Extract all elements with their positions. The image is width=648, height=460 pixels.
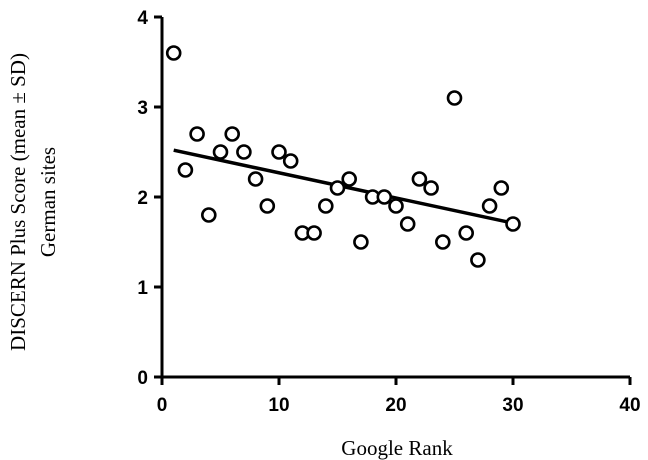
data-point <box>493 180 510 196</box>
data-point <box>317 198 334 214</box>
data-point <box>201 207 217 223</box>
data-point <box>376 189 393 205</box>
y-tick-label: 0 <box>137 368 148 389</box>
data-point <box>189 126 205 142</box>
data-point <box>481 198 498 214</box>
x-tick-label: 40 <box>619 395 640 416</box>
data-point <box>399 216 416 232</box>
data-point <box>224 126 240 142</box>
data-point <box>423 180 439 196</box>
y-tick-label: 4 <box>137 8 148 29</box>
y-tick-label: 3 <box>137 98 148 119</box>
data-points <box>165 45 521 268</box>
x-tick-label: 10 <box>268 395 289 416</box>
data-point <box>411 171 428 187</box>
y-axis-title-line-2: German sites <box>36 147 60 257</box>
x-axis-title: Google Rank <box>341 436 453 460</box>
data-point <box>505 216 521 232</box>
y-tick-label: 1 <box>137 278 148 299</box>
data-point <box>165 45 182 61</box>
data-point <box>212 144 229 160</box>
data-point <box>236 144 252 160</box>
data-point <box>329 180 346 196</box>
axis-ticks: 0 10 20 30 40 0 1 2 3 4 <box>137 8 640 416</box>
y-tick-label: 2 <box>137 188 148 209</box>
data-point <box>306 225 322 241</box>
data-point <box>446 90 463 106</box>
y-axis-title: DISCERN Plus Score (mean ± SD) German si… <box>6 53 60 351</box>
x-tick-label: 30 <box>502 395 523 416</box>
data-point <box>247 171 264 187</box>
data-point <box>282 153 299 169</box>
data-point <box>259 198 276 214</box>
y-axis-title-line-1: DISCERN Plus Score (mean ± SD) <box>6 53 30 351</box>
data-point <box>271 144 287 160</box>
data-point <box>470 252 486 268</box>
data-point <box>458 225 475 241</box>
data-point <box>388 198 404 214</box>
x-tick-label: 0 <box>157 395 168 416</box>
x-tick-label: 20 <box>385 395 406 416</box>
data-point <box>177 162 194 178</box>
data-point <box>353 234 369 250</box>
data-point <box>434 234 451 250</box>
data-point <box>341 171 358 187</box>
